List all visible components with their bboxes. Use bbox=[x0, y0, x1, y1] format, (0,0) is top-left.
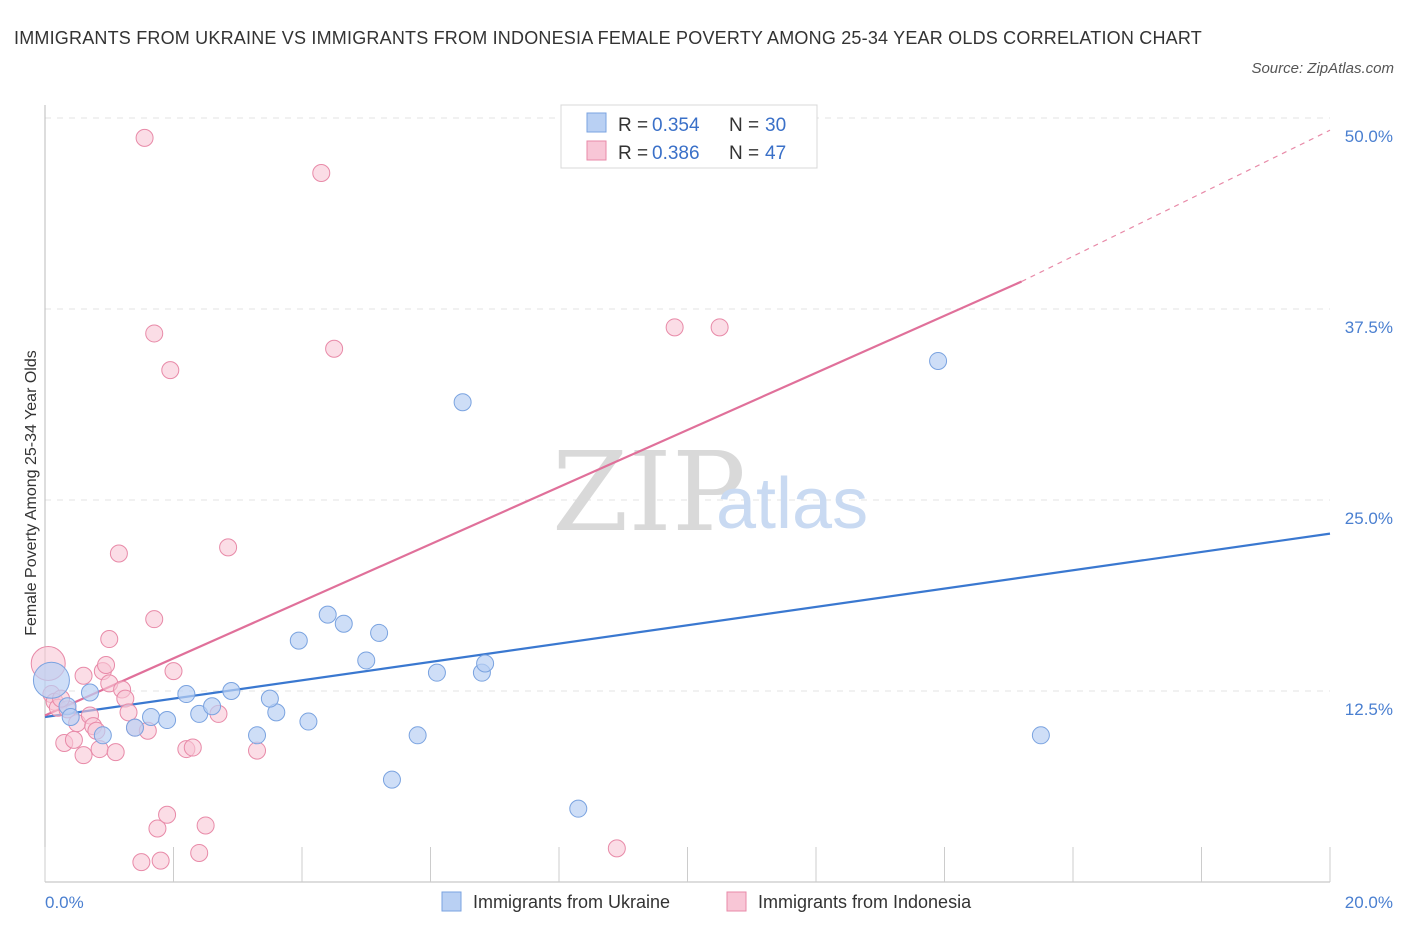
y-tick-labels: 12.5% 25.0% 37.5% 50.0% bbox=[1345, 127, 1393, 719]
point-indonesia-17 bbox=[100, 630, 119, 649]
point-indonesia-42 bbox=[325, 339, 344, 358]
trend-lines bbox=[44, 129, 1331, 719]
point-indonesia-32 bbox=[161, 361, 180, 380]
point-ukraine-23 bbox=[453, 393, 472, 412]
legend-r-label-indonesia: R = bbox=[618, 143, 648, 164]
point-ukraine-27 bbox=[929, 351, 948, 370]
x-tick-label-0: 0.0% bbox=[45, 893, 84, 912]
point-indonesia-25 bbox=[135, 128, 154, 147]
bottom-legend-swatch-ukraine bbox=[441, 891, 462, 912]
point-indonesia-41 bbox=[312, 164, 331, 183]
point-indonesia-43 bbox=[607, 839, 626, 858]
point-ukraine-26 bbox=[569, 799, 588, 818]
point-ukraine-3 bbox=[93, 726, 112, 745]
point-ukraine-2 bbox=[80, 683, 99, 702]
point-indonesia-6 bbox=[64, 730, 83, 749]
point-indonesia-39 bbox=[219, 538, 238, 557]
point-indonesia-15 bbox=[97, 656, 116, 675]
x-tick-label-1: 20.0% bbox=[1345, 893, 1393, 912]
y-tick-label-1: 25.0% bbox=[1345, 509, 1393, 528]
point-ukraine-10 bbox=[222, 682, 241, 700]
bottom-legend-swatch-indonesia bbox=[726, 891, 747, 912]
point-ukraine-5 bbox=[142, 707, 161, 726]
chart-title: IMMIGRANTS FROM UKRAINE VS IMMIGRANTS FR… bbox=[14, 28, 1202, 48]
point-ukraine-22 bbox=[427, 663, 446, 682]
point-ukraine-14 bbox=[299, 712, 318, 731]
point-indonesia-29 bbox=[148, 819, 167, 838]
point-ukraine-15 bbox=[289, 631, 308, 650]
point-ukraine-9 bbox=[203, 697, 222, 716]
point-indonesia-44 bbox=[665, 318, 684, 337]
watermark-atlas: atlas bbox=[716, 464, 868, 544]
source-label: Source: ZipAtlas.com bbox=[1251, 60, 1394, 77]
point-indonesia-37 bbox=[196, 816, 215, 835]
point-indonesia-45 bbox=[710, 318, 729, 337]
point-ukraine-25 bbox=[476, 654, 495, 673]
point-ukraine-13 bbox=[260, 689, 279, 708]
bottom-legend: Immigrants from Ukraine Immigrants from … bbox=[441, 891, 972, 912]
x-tick-labels: 0.0% 20.0% bbox=[45, 893, 1393, 912]
point-ukraine-28 bbox=[1031, 726, 1050, 745]
point-indonesia-19 bbox=[109, 544, 128, 563]
point-indonesia-36 bbox=[190, 843, 209, 862]
trend-line-indonesia bbox=[44, 280, 1023, 717]
point-indonesia-35 bbox=[183, 738, 202, 757]
legend-n-value-indonesia: 47 bbox=[765, 143, 786, 164]
y-tick-label-0: 12.5% bbox=[1345, 700, 1393, 719]
point-indonesia-27 bbox=[145, 610, 164, 629]
point-ukraine-17 bbox=[334, 614, 353, 633]
watermark-zip: ZIP bbox=[552, 428, 746, 556]
point-indonesia-30 bbox=[151, 851, 170, 870]
point-ukraine-20 bbox=[382, 770, 401, 789]
legend-n-label-indonesia: N = bbox=[729, 143, 759, 164]
point-ukraine-16 bbox=[318, 605, 337, 624]
y-tick-label-3: 50.0% bbox=[1345, 127, 1393, 146]
bottom-legend-label-indonesia: Immigrants from Indonesia bbox=[758, 892, 972, 912]
top-legend: R = 0.354 N = 30 R = 0.386 N = 47 bbox=[560, 104, 818, 169]
point-ukraine-11 bbox=[248, 726, 267, 745]
grid-lines bbox=[45, 117, 1330, 692]
point-indonesia-8 bbox=[74, 746, 93, 765]
legend-r-value-ukraine: 0.354 bbox=[652, 115, 700, 136]
point-indonesia-22 bbox=[119, 703, 138, 722]
point-indonesia-40 bbox=[248, 741, 267, 760]
point-ukraine-19 bbox=[370, 623, 389, 642]
point-ukraine-4 bbox=[125, 718, 144, 737]
point-indonesia-9 bbox=[74, 666, 93, 685]
point-ukraine-6 bbox=[158, 711, 177, 730]
point-ukraine-7 bbox=[177, 685, 196, 704]
trend-line-ukraine bbox=[44, 532, 1331, 719]
legend-r-label-ukraine: R = bbox=[618, 115, 648, 136]
legend-r-value-indonesia: 0.386 bbox=[652, 143, 700, 164]
point-indonesia-28 bbox=[145, 324, 164, 343]
legend-swatch-indonesia bbox=[586, 140, 607, 161]
point-ukraine-29 bbox=[61, 707, 80, 726]
point-indonesia-24 bbox=[132, 853, 151, 872]
point-indonesia-18 bbox=[106, 743, 125, 762]
trend-line-indonesia-extension bbox=[1021, 129, 1331, 283]
y-tick-label-2: 37.5% bbox=[1345, 318, 1393, 337]
data-points bbox=[30, 128, 1050, 872]
legend-swatch-ukraine bbox=[586, 112, 607, 133]
point-ukraine-18 bbox=[357, 651, 376, 670]
legend-n-value-ukraine: 30 bbox=[765, 115, 786, 136]
bottom-legend-label-ukraine: Immigrants from Ukraine bbox=[473, 892, 670, 912]
point-ukraine-21 bbox=[408, 726, 427, 745]
y-axis-label: Female Poverty Among 25-34 Year Olds bbox=[23, 350, 40, 636]
point-indonesia-31 bbox=[158, 805, 177, 824]
point-ukraine-0 bbox=[32, 661, 70, 699]
legend-n-label-ukraine: N = bbox=[729, 115, 759, 136]
point-indonesia-33 bbox=[164, 662, 183, 681]
axes bbox=[44, 105, 1331, 883]
